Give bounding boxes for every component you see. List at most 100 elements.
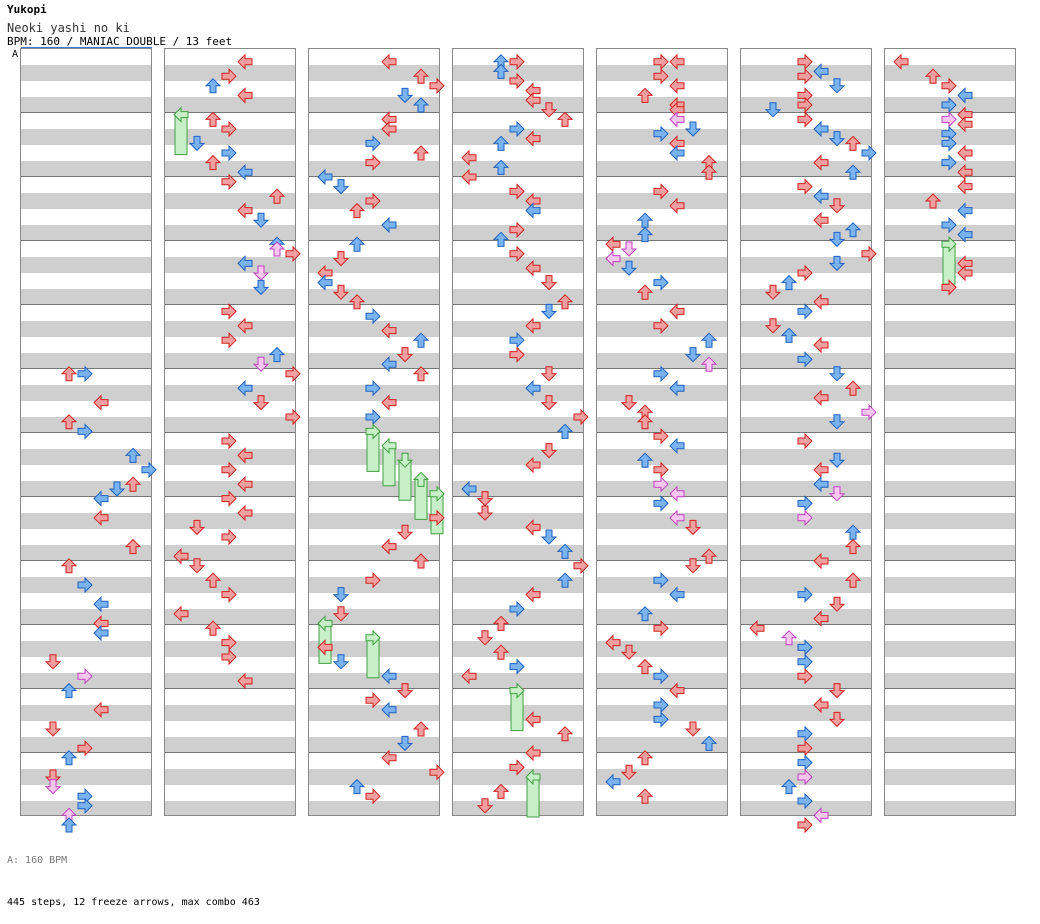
step-arrow-left [173, 106, 189, 123]
arrow-shape [237, 447, 253, 464]
arrow-shape [780, 274, 798, 291]
arrow-shape [60, 817, 78, 833]
arrow-shape [77, 576, 93, 594]
step-arrow-right [509, 183, 525, 200]
step-arrow-left [381, 53, 397, 71]
step-arrow-left [461, 168, 477, 186]
arrow-shape [525, 91, 541, 109]
step-arrow-left [669, 509, 685, 527]
arrow-shape [476, 491, 494, 507]
step-arrow-up [204, 572, 222, 588]
step-arrow-left [525, 711, 541, 728]
step-arrow-left [381, 667, 397, 685]
step-arrow-down [540, 303, 558, 320]
arrow-shape [813, 552, 829, 570]
arrow-shape [77, 365, 93, 383]
step-arrow-right [653, 571, 669, 589]
step-arrow-down [396, 347, 414, 363]
step-arrow-right [221, 432, 237, 450]
measure-line [741, 560, 871, 561]
step-arrow-right [221, 173, 237, 191]
arrow-shape [797, 111, 813, 128]
step-arrow-down [252, 395, 270, 411]
arrow-shape [221, 461, 237, 479]
arrow-shape [317, 615, 333, 632]
arrow-shape [797, 768, 813, 786]
arrow-shape [237, 87, 253, 104]
step-arrow-down [828, 452, 846, 468]
arrow-shape [476, 630, 494, 646]
arrow-shape [492, 231, 510, 247]
step-arrow-right [221, 490, 237, 507]
arrow-shape [941, 235, 957, 253]
arrow-shape [381, 749, 397, 767]
artist-name: Yukopi [7, 3, 47, 16]
arrow-shape [332, 606, 350, 622]
step-arrow-up [700, 548, 718, 564]
arrow-shape [221, 648, 237, 666]
step-arrow-down [252, 356, 270, 372]
step-arrow-right [365, 192, 381, 210]
step-arrow-right [509, 245, 525, 263]
step-arrow-left [957, 226, 973, 243]
arrow-shape [653, 67, 669, 85]
step-arrow-down [620, 764, 638, 780]
measure-line [309, 496, 439, 497]
measure-line [597, 304, 727, 305]
step-arrow-up [636, 658, 654, 675]
arrow-shape [365, 408, 381, 426]
step-arrow-up [556, 111, 574, 127]
step-arrow-down [252, 265, 270, 281]
step-arrow-up [492, 615, 510, 631]
arrow-shape [669, 144, 685, 162]
step-arrow-down [332, 606, 350, 622]
measure-line [597, 560, 727, 561]
arrow-shape [93, 509, 109, 527]
step-arrow-right [77, 667, 93, 685]
step-arrow-right [221, 144, 237, 162]
arrow-shape [44, 779, 62, 795]
arrow-shape [828, 486, 846, 502]
arrow-shape [924, 68, 942, 84]
step-arrow-up [924, 68, 942, 84]
measure-line [885, 688, 1015, 689]
step-arrow-up [268, 241, 286, 257]
arrow-shape [797, 178, 813, 195]
step-arrow-right [797, 351, 813, 368]
arrow-shape [957, 144, 973, 162]
step-arrow-up [492, 63, 510, 79]
measure-line [21, 240, 151, 241]
arrow-shape [797, 495, 813, 512]
arrow-shape [525, 744, 541, 762]
arrow-shape [813, 187, 829, 205]
chart-column [596, 48, 728, 816]
step-arrow-right [861, 403, 877, 421]
measure-line [597, 496, 727, 497]
step-arrow-right [797, 667, 813, 685]
arrow-shape [828, 255, 846, 272]
measure-line [165, 368, 295, 369]
arrow-shape [204, 620, 222, 636]
step-arrow-up [556, 572, 574, 588]
step-arrow-up [412, 553, 430, 569]
step-arrow-left [669, 53, 685, 71]
arrow-shape [173, 106, 189, 123]
chart-column [884, 48, 1016, 816]
arrow-shape [653, 495, 669, 512]
step-arrow-up [204, 78, 222, 94]
arrow-shape [381, 437, 397, 455]
arrow-shape [669, 53, 685, 71]
measure-line [21, 560, 151, 561]
measure-line [741, 240, 871, 241]
step-arrow-up [412, 471, 430, 487]
arrow-shape [941, 135, 957, 152]
step-arrow-left [237, 447, 253, 464]
step-arrow-up [636, 284, 654, 300]
step-arrow-left [525, 317, 541, 335]
step-arrow-right [653, 427, 669, 445]
arrow-shape [509, 331, 525, 349]
arrow-shape [957, 264, 973, 282]
arrow-shape [221, 303, 237, 320]
step-arrow-right [365, 154, 381, 171]
arrow-shape [861, 403, 877, 421]
